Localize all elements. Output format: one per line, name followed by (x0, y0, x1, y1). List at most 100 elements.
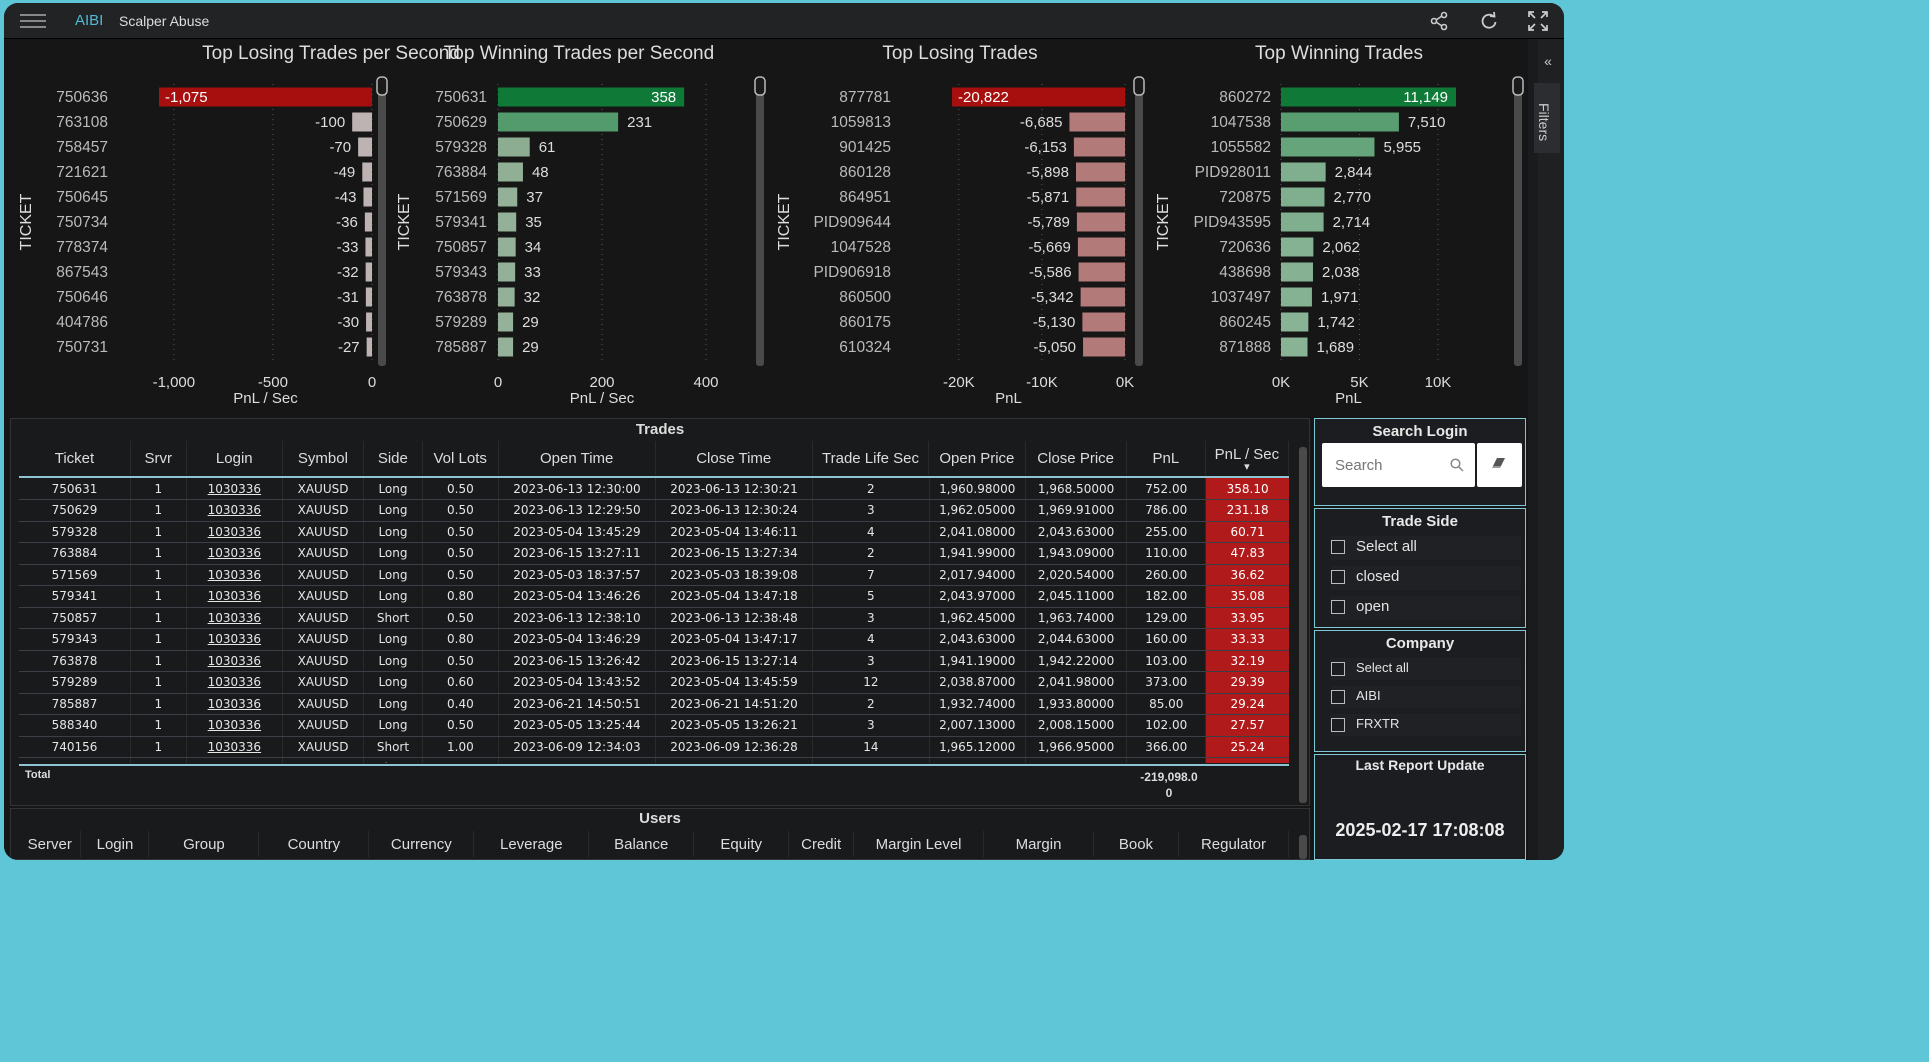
checkbox[interactable] (1331, 718, 1345, 732)
search-input[interactable] (1322, 443, 1442, 487)
hamburger-menu-icon[interactable] (20, 14, 46, 28)
column-header[interactable]: Book (1093, 831, 1179, 857)
column-header[interactable]: Side (363, 441, 423, 475)
column-header[interactable]: Ticket (19, 441, 131, 475)
fullscreen-icon[interactable] (1528, 11, 1548, 31)
users-header-row: Server Login Group Country Currency Leverage B… (19, 831, 1290, 857)
table-cell[interactable]: 1030336 (186, 714, 284, 737)
trades-scrollbar[interactable] (1299, 447, 1307, 803)
column-header[interactable]: Equity (693, 831, 790, 857)
table-row[interactable]: 763884 1 1030336 XAUUSD Long 0.50 2023-06-15 1… (19, 542, 1289, 565)
data-label: 2,770 (1333, 189, 1371, 206)
table-row[interactable]: 763878 1 1030336 XAUUSD Long 0.50 2023-06-15 1… (19, 650, 1289, 672)
column-header[interactable]: Balance (588, 831, 695, 857)
table-row[interactable]: 588340 1 1030336 XAUUSD Long 0.50 2023-05-05 1… (19, 714, 1289, 737)
table-row[interactable]: 785887 1 1030336 XAUUSD Long 0.40 2023-06-21 1… (19, 693, 1289, 715)
table-cell[interactable]: 1030336 (186, 521, 284, 543)
chart-scroll-handle[interactable] (376, 76, 388, 96)
table-cell[interactable]: 1030336 (186, 671, 284, 694)
table-cell: 47.83 (1205, 542, 1289, 565)
column-header[interactable]: Close Price (1025, 441, 1127, 475)
x-tick-label: 5K (1350, 374, 1368, 391)
filter-option[interactable]: Select all (1331, 536, 1521, 560)
column-header[interactable]: Login (186, 441, 283, 475)
column-header[interactable]: Regulator (1178, 831, 1290, 857)
column-header[interactable]: Margin (983, 831, 1094, 857)
filter-option[interactable]: AIBI (1331, 686, 1521, 708)
chart-scrollbar[interactable] (1514, 77, 1522, 366)
checkbox[interactable] (1331, 570, 1345, 584)
filter-option[interactable]: open (1331, 596, 1521, 620)
column-header[interactable]: Leverage (473, 831, 590, 857)
table-cell[interactable]: 1030336 (186, 607, 284, 629)
column-header[interactable]: Server (19, 831, 82, 857)
column-header[interactable]: Symbol (282, 441, 364, 475)
checkbox[interactable] (1331, 600, 1345, 614)
table-cell[interactable]: 1030336 (186, 478, 284, 500)
table-cell[interactable]: 1030336 (186, 757, 284, 763)
checkbox[interactable] (1331, 540, 1345, 554)
table-cell[interactable]: 1030336 (186, 585, 284, 608)
column-header[interactable]: Close Time (655, 441, 813, 475)
table-cell[interactable]: 1030336 (186, 693, 284, 715)
filter-option[interactable]: closed (1331, 566, 1521, 590)
chart-scroll-handle[interactable] (1133, 76, 1145, 96)
chart-scroll-handle[interactable] (754, 76, 766, 96)
data-label: -5,898 (1026, 164, 1069, 181)
trades-body-viewport[interactable]: 750631 1 1030336 XAUUSD Long 0.50 2023-06-13 1… (19, 478, 1289, 763)
table-cell[interactable]: 1030336 (186, 736, 284, 758)
bar (1281, 87, 1456, 107)
top-bar: AIBI Scalper Abuse (4, 3, 1564, 39)
checkbox[interactable] (1331, 662, 1345, 676)
column-header[interactable]: Open Price (928, 441, 1026, 475)
users-scrollbar[interactable] (1299, 835, 1307, 859)
column-header[interactable]: Group (148, 831, 260, 857)
column-header[interactable]: Login (80, 831, 150, 857)
column-header[interactable]: Margin Level (853, 831, 985, 857)
column-header[interactable]: Country (258, 831, 370, 857)
filter-option[interactable]: Select all (1331, 658, 1521, 680)
table-row[interactable]: 579289 1 1030336 XAUUSD Long 0.60 2023-05-04 1… (19, 671, 1289, 694)
table-cell[interactable]: 1030336 (186, 499, 284, 522)
clear-search-button[interactable] (1477, 443, 1522, 487)
column-header[interactable]: Vol Lots (422, 441, 499, 475)
filter-option[interactable]: FRXTR (1331, 714, 1521, 736)
chart-1: Top Losing Trades per Second TICKET -1,000… (18, 43, 460, 407)
collapse-chevron-icon[interactable]: « (1544, 53, 1552, 69)
table-row[interactable]: 579343 1 1030336 XAUUSD Long 0.80 2023-05-04 1… (19, 628, 1289, 651)
chart-scrollbar[interactable] (756, 77, 764, 366)
table-row[interactable]: 750629 1 1030336 XAUUSD Long 0.50 2023-06-13 1… (19, 499, 1289, 522)
bar (362, 162, 372, 182)
refresh-icon[interactable] (1479, 11, 1499, 31)
table-cell: 1,962.05000 (929, 499, 1026, 522)
table-row[interactable]: 750857 1 1030336 XAUUSD Short 0.50 2023-06-13 … (19, 607, 1289, 629)
checkbox[interactable] (1331, 690, 1345, 704)
table-cell: 3 (812, 650, 930, 672)
column-header[interactable]: Trade Life Sec (812, 441, 930, 475)
x-tick-label: -1,000 (153, 374, 196, 391)
table-cell[interactable]: 1030336 (186, 628, 284, 651)
table-row[interactable]: 579328 1 1030336 XAUUSD Long 0.50 2023-05-04 1… (19, 521, 1289, 543)
filters-tab[interactable] (1534, 83, 1560, 153)
trade-side-title: Trade Side (1382, 513, 1458, 530)
chart-scroll-handle[interactable] (1512, 76, 1524, 96)
column-header[interactable]: Currency (368, 831, 475, 857)
table-cell: 0.50 (422, 607, 499, 629)
share-icon[interactable] (1429, 11, 1449, 31)
chart-scrollbar[interactable] (1135, 77, 1143, 366)
column-header[interactable]: Open Time (498, 441, 656, 475)
table-row[interactable]: 750631 1 1030336 XAUUSD Long 0.50 2023-06-13 1… (19, 478, 1289, 500)
table-row[interactable]: 74015611030336XAUUSDShort1.002023-06-09 … (19, 757, 1289, 763)
column-header[interactable]: PnL (1126, 441, 1206, 475)
column-header[interactable]: PnL / Sec ▾ (1205, 441, 1290, 475)
table-cell[interactable]: 1030336 (186, 650, 284, 672)
table-row[interactable]: 579341 1 1030336 XAUUSD Long 0.80 2023-05-04 1… (19, 585, 1289, 608)
chart-scrollbar[interactable] (378, 77, 386, 366)
table-cell[interactable]: 1030336 (186, 564, 284, 586)
column-header[interactable]: Srvr (130, 441, 187, 475)
table-row[interactable]: 571569 1 1030336 XAUUSD Long 0.50 2023-05-03 1… (19, 564, 1289, 586)
table-cell[interactable]: 1030336 (186, 542, 284, 565)
column-header[interactable]: Credit (788, 831, 855, 857)
data-label: -32 (337, 264, 359, 281)
